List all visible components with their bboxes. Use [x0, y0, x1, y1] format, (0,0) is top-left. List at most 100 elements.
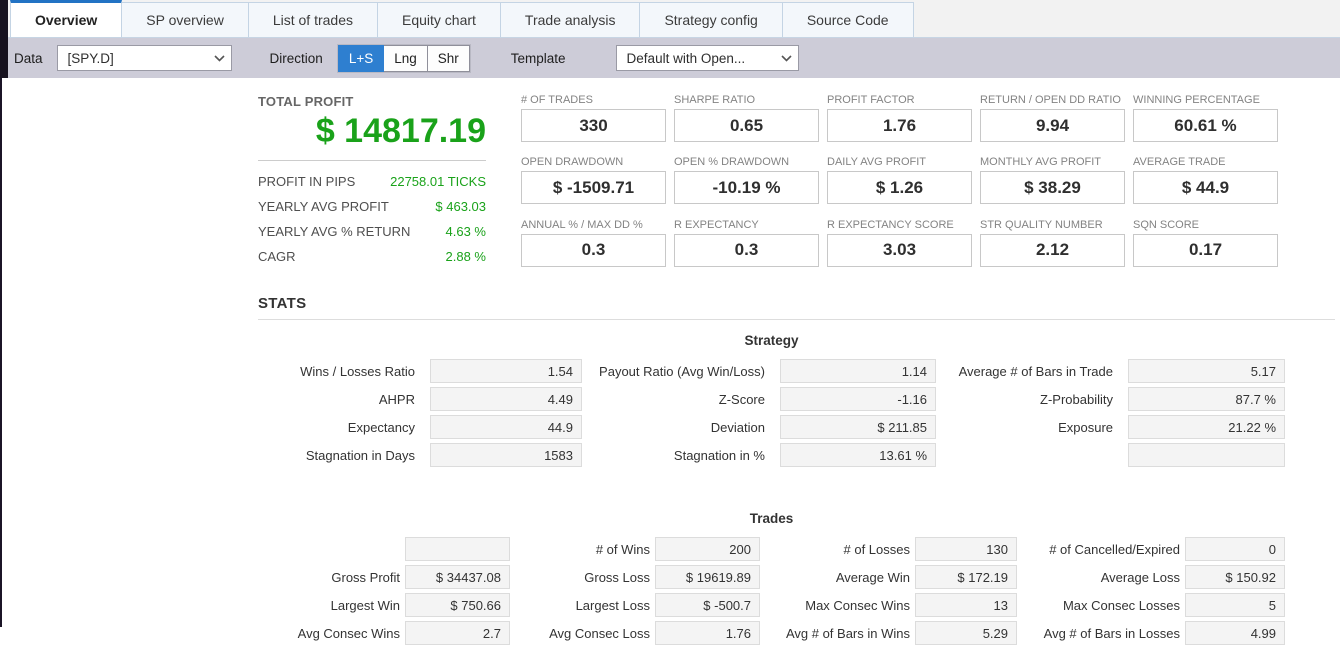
template-label: Template	[510, 50, 566, 66]
direction-short-button[interactable]: Shr	[427, 44, 470, 72]
toolbar: Data [SPY.D] Direction L+S Lng Shr Templ…	[0, 38, 1340, 78]
stat-value: 5.29	[915, 621, 1017, 645]
stat-value: $ 211.85	[780, 415, 936, 439]
summary-row-cagr: CAGR 2.88 %	[258, 244, 486, 269]
stat-label: # of Wins	[595, 541, 650, 557]
stat-value: $ 19619.89	[655, 565, 760, 589]
template-select-value: Default with Open...	[626, 50, 746, 66]
metric-value: $ 1.26	[827, 171, 972, 205]
metric-value: 9.94	[980, 109, 1125, 142]
chevron-down-icon	[213, 54, 225, 62]
divider	[258, 160, 486, 161]
metric-value: 1.76	[827, 109, 972, 142]
stat-label: Gross Loss	[584, 569, 650, 585]
metric-label: R EXPECTANCY SCORE	[827, 218, 954, 231]
tab-overview[interactable]: Overview	[10, 0, 123, 37]
tab-strategy-config[interactable]: Strategy config	[640, 2, 783, 37]
stat-label: Wins / Losses Ratio	[300, 363, 415, 379]
metric-value: 0.17	[1133, 233, 1278, 267]
tab-trade-analysis[interactable]: Trade analysis	[500, 2, 641, 37]
stat-label: Expectancy	[347, 419, 415, 435]
stats-heading: STATS	[258, 295, 307, 312]
metric-value: $ -1509.71	[521, 171, 666, 205]
summary-row-profit-in-pips: PROFIT IN PIPS 22758.01 TICKS	[258, 169, 486, 194]
metric-label: SQN SCORE	[1133, 218, 1200, 231]
stat-label: Stagnation in Days	[305, 447, 415, 463]
metric-label: OPEN DRAWDOWN	[521, 156, 624, 169]
summary-label: YEARLY AVG PROFIT	[258, 199, 389, 214]
stat-value: 2.7	[405, 621, 510, 645]
data-select[interactable]: [SPY.D]	[56, 45, 232, 71]
overview-content: TOTAL PROFIT $ 14817.19 PROFIT IN PIPS 2…	[0, 78, 1340, 645]
direction-long-short-button[interactable]: L+S	[337, 44, 385, 72]
stat-label	[258, 537, 400, 561]
stat-value: $ 34437.08	[405, 565, 510, 589]
total-profit-panel: TOTAL PROFIT $ 14817.19 PROFIT IN PIPS 2…	[258, 94, 486, 269]
stat-label: Largest Win	[330, 597, 400, 613]
metric-open-drawdown: OPEN DRAWDOWN $ -1509.71	[521, 156, 666, 206]
stat-label	[951, 443, 1113, 467]
metric-annual-max-dd: ANNUAL % / MAX DD % 0.3	[521, 219, 666, 269]
template-select[interactable]: Default with Open...	[615, 45, 799, 71]
tab-source-code[interactable]: Source Code	[782, 2, 914, 37]
direction-button-group: L+S Lng Shr	[336, 43, 471, 73]
metric-average-trade: AVERAGE TRADE $ 44.9	[1133, 156, 1278, 206]
stat-label: Stagnation in %	[673, 447, 765, 463]
metric-value: -10.19 %	[674, 171, 819, 205]
stat-label: Average Win	[835, 569, 910, 585]
stat-label: Gross Profit	[331, 569, 400, 585]
stat-label: Z-Score	[718, 391, 765, 407]
tab-sp-overview[interactable]: SP overview	[122, 2, 249, 37]
direction-long-button[interactable]: Lng	[384, 44, 428, 72]
summary-value: 2.88 %	[445, 249, 486, 264]
stat-label: Largest Loss	[575, 597, 650, 613]
metric-label: R EXPECTANCY	[674, 218, 759, 231]
metric-label: MONTHLY AVG PROFIT	[980, 156, 1102, 169]
metric-monthly-avg-profit: MONTHLY AVG PROFIT $ 38.29	[980, 156, 1125, 206]
stat-label: # of Cancelled/Expired	[1049, 541, 1180, 557]
summary-value: $ 463.03	[435, 199, 486, 214]
stat-value: 21.22 %	[1128, 415, 1285, 439]
divider	[258, 319, 1335, 320]
metric-value: 0.3	[521, 233, 666, 267]
metric-value: 2.12	[980, 233, 1125, 267]
metric-label: STR QUALITY NUMBER	[980, 218, 1103, 231]
metric-str-quality-number: STR QUALITY NUMBER 2.12	[980, 219, 1125, 269]
stat-value: 4.49	[430, 387, 582, 411]
stat-label: Avg # of Bars in Losses	[1043, 625, 1180, 641]
metric-number-of-trades: # OF TRADES 330	[521, 94, 666, 144]
stat-value: -1.16	[780, 387, 936, 411]
total-profit-label: TOTAL PROFIT	[258, 94, 354, 109]
metric-label: RETURN / OPEN DD RATIO	[980, 94, 1121, 106]
metric-value: 3.03	[827, 233, 972, 267]
metric-value: 0.3	[674, 233, 819, 267]
stat-value: 13	[915, 593, 1017, 617]
tab-equity-chart[interactable]: Equity chart	[377, 2, 501, 37]
stat-value: 1.76	[655, 621, 760, 645]
metric-winning-percentage: WINNING PERCENTAGE 60.61 %	[1133, 94, 1278, 144]
trades-table: # of Wins 200 # of Losses 130 # of Cance…	[258, 537, 1285, 645]
summary-label: PROFIT IN PIPS	[258, 174, 356, 189]
metric-value: 0.65	[674, 109, 819, 142]
summary-row-yearly-avg-return: YEARLY AVG % RETURN 4.63 %	[258, 219, 486, 244]
trades-table-title: Trades	[749, 511, 794, 526]
stat-label: Average # of Bars in Trade	[958, 363, 1113, 379]
stat-label: Max Consec Wins	[805, 597, 910, 613]
metric-label: AVERAGE TRADE	[1133, 156, 1226, 169]
stat-label: AHPR	[378, 391, 415, 407]
metric-sqn-score: SQN SCORE 0.17	[1133, 219, 1278, 269]
chevron-down-icon	[780, 54, 792, 62]
metric-return-open-dd-ratio: RETURN / OPEN DD RATIO 9.94	[980, 94, 1125, 144]
metric-label: WINNING PERCENTAGE	[1133, 94, 1260, 106]
stat-value: 1.14	[780, 359, 936, 383]
stat-label: Z-Probability	[1040, 391, 1113, 407]
stat-value: $ 750.66	[405, 593, 510, 617]
stat-label: Average Loss	[1100, 569, 1180, 585]
stat-value: $ -500.7	[655, 593, 760, 617]
stat-value: 1.54	[430, 359, 582, 383]
metric-sharpe-ratio: SHARPE RATIO 0.65	[674, 94, 819, 144]
tab-list-of-trades[interactable]: List of trades	[248, 2, 378, 37]
stat-value: 1583	[430, 443, 582, 467]
metric-profit-factor: PROFIT FACTOR 1.76	[827, 94, 972, 144]
strategy-table-title: Strategy	[744, 333, 799, 348]
